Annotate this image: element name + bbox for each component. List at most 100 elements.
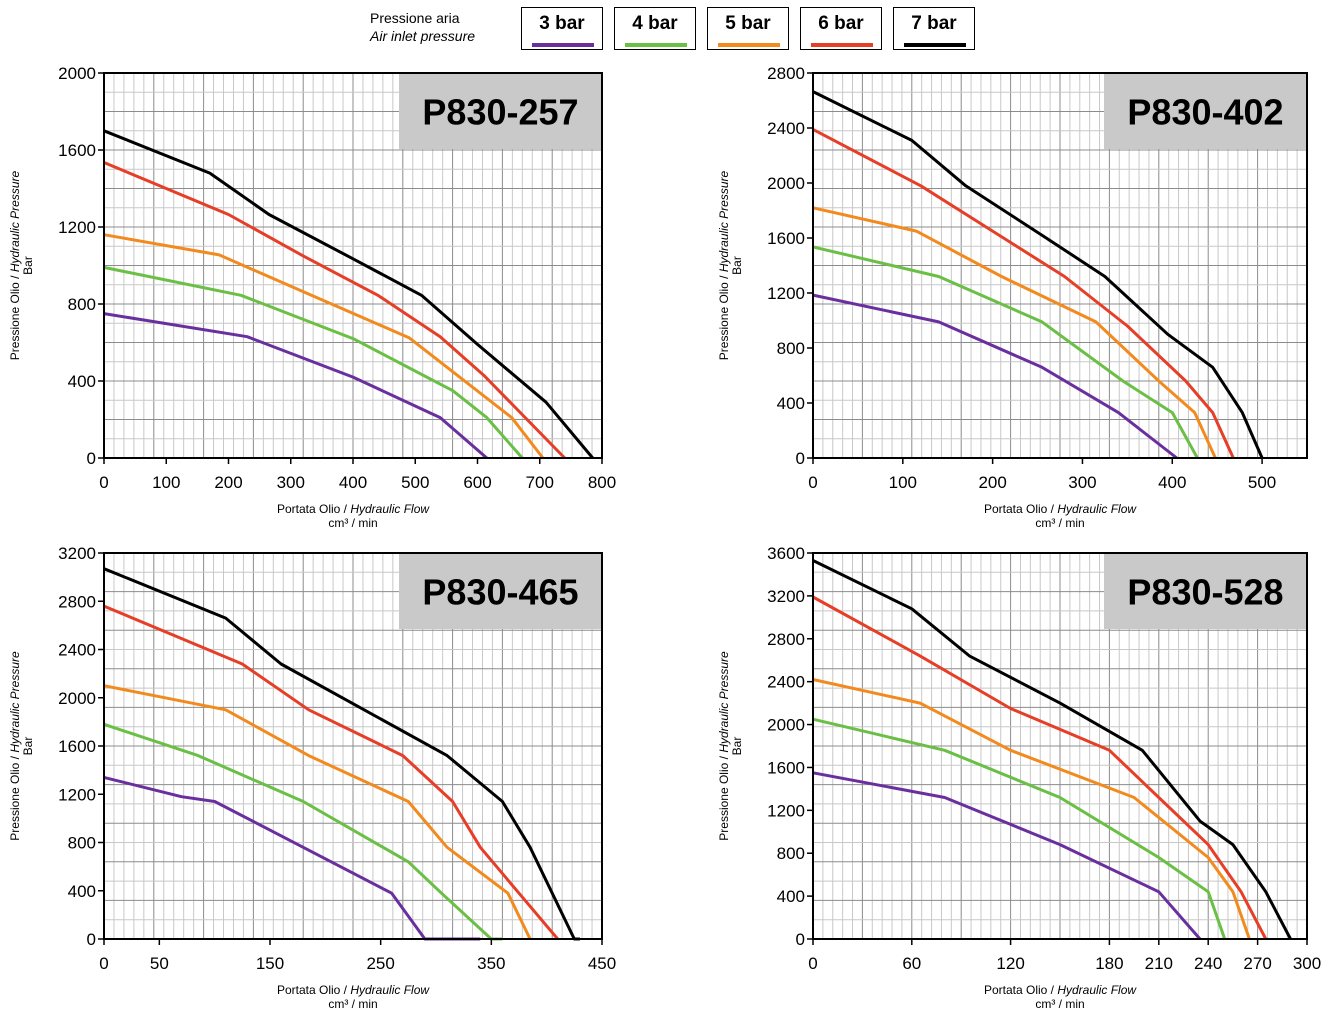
series-line-7-bar (103, 567, 580, 941)
x-tick-label: 200 (214, 473, 242, 492)
legend-title: Pressione aria Air inlet pressure (370, 9, 475, 45)
y-tick-label: 3200 (58, 544, 96, 563)
legend-title-en: Air inlet pressure (370, 28, 476, 44)
y-tick-label: 1600 (767, 229, 805, 248)
y-tick-label: 2000 (767, 716, 805, 735)
chart-title-box (399, 554, 602, 629)
x-axis-label: Portata Olio / Hydraulic Flow (984, 502, 1137, 516)
series-line-3-bar (103, 312, 488, 460)
series-line-5-bar (812, 678, 1251, 940)
legend-item-5-bar: 5 bar (707, 7, 789, 50)
legend-swatch (625, 43, 687, 47)
x-tick-label: 200 (978, 473, 1006, 492)
y-axis-label-en: Hydraulic Pressure (717, 651, 731, 753)
legend-title-it: Pressione aria (370, 10, 460, 26)
x-axis-unit: cm³ / min (1035, 997, 1084, 1011)
x-axis-label-it: Portata Olio / (277, 502, 350, 516)
x-axis-label-en: Hydraulic Flow (350, 502, 430, 516)
x-tick-label: 120 (996, 954, 1024, 973)
legend-item-4-bar: 4 bar (614, 7, 696, 50)
x-axis-label-it: Portata Olio / (277, 983, 350, 997)
gridlines (813, 553, 1307, 939)
y-tick-label: 0 (87, 449, 96, 468)
chart-title: P830-465 (422, 572, 578, 613)
y-tick-label: 1600 (58, 141, 96, 160)
series-line-3-bar (812, 771, 1202, 940)
legend-label: 7 bar (911, 13, 957, 34)
legend-item-7-bar: 7 bar (893, 7, 975, 50)
x-tick-label: 100 (152, 473, 180, 492)
x-axis-unit: cm³ / min (328, 997, 377, 1011)
x-tick-label: 500 (1248, 473, 1276, 492)
series-line-6-bar (103, 604, 559, 940)
chart-title-box (399, 74, 602, 149)
y-axis-unit: Bar (730, 737, 744, 756)
x-tick-label: 0 (99, 954, 108, 973)
x-axis-unit: cm³ / min (1035, 516, 1084, 530)
legend-label: 4 bar (632, 13, 678, 34)
x-tick-label: 210 (1145, 954, 1173, 973)
x-axis-unit: cm³ / min (328, 516, 377, 530)
series-line-4-bar (812, 717, 1227, 940)
series-line-6-bar (812, 128, 1235, 459)
plot-frame (812, 72, 1308, 459)
x-axis-label-it: Portata Olio / (984, 502, 1057, 516)
chart-title-box (1104, 554, 1307, 629)
x-tick-label: 60 (902, 954, 921, 973)
series-line-5-bar (103, 684, 532, 940)
x-tick-label: 450 (588, 954, 616, 973)
x-tick-label: 300 (277, 473, 305, 492)
gridlines (104, 73, 602, 458)
legend-swatch (811, 43, 873, 47)
legend-label: 5 bar (725, 13, 771, 34)
chart-title: P830-402 (1127, 92, 1283, 133)
y-tick-label: 3600 (767, 544, 805, 563)
y-axis-label-en: Hydraulic Pressure (717, 170, 731, 272)
legend-swatch (718, 43, 780, 47)
series-line-7-bar (103, 129, 594, 459)
x-tick-label: 270 (1243, 954, 1271, 973)
series-line-6-bar (103, 161, 566, 460)
y-tick-label: 1200 (58, 785, 96, 804)
x-tick-label: 600 (463, 473, 491, 492)
legend-swatch (532, 43, 594, 47)
y-tick-label: 0 (796, 449, 805, 468)
legend-item-3-bar: 3 bar (521, 7, 603, 50)
y-axis-label-en: Hydraulic Pressure (8, 170, 22, 272)
y-tick-label: 1200 (58, 218, 96, 237)
x-tick-label: 50 (150, 954, 169, 973)
y-axis-label: Pressione Olio / Hydraulic Pressure (8, 651, 22, 841)
y-tick-label: 1200 (767, 801, 805, 820)
series-line-5-bar (812, 206, 1217, 459)
y-tick-label: 400 (777, 887, 805, 906)
x-tick-label: 250 (366, 954, 394, 973)
legend-label: 3 bar (539, 13, 585, 34)
series-line-7-bar (812, 90, 1264, 459)
legend-swatch (904, 43, 966, 47)
x-tick-label: 400 (339, 473, 367, 492)
series-line-7-bar (812, 559, 1292, 940)
x-axis-label: Portata Olio / Hydraulic Flow (277, 983, 430, 997)
chart-title-box (1104, 74, 1307, 149)
plot-frame (812, 552, 1308, 940)
series-line-3-bar (812, 293, 1178, 460)
x-tick-label: 800 (588, 473, 616, 492)
y-tick-label: 2400 (767, 119, 805, 138)
y-tick-label: 800 (777, 339, 805, 358)
series-line-4-bar (103, 265, 524, 459)
y-tick-label: 0 (796, 930, 805, 949)
x-tick-label: 0 (808, 954, 817, 973)
y-axis-label: Pressione Olio / Hydraulic Pressure (8, 170, 22, 360)
y-tick-label: 2800 (767, 64, 805, 83)
legend: Pressione aria Air inlet pressure 3 bar … (0, 0, 1327, 60)
y-tick-label: 800 (68, 295, 96, 314)
y-axis-label: Pressione Olio / Hydraulic Pressure (717, 170, 731, 360)
y-axis-label-it: Pressione Olio / (8, 753, 22, 841)
x-tick-label: 0 (99, 473, 108, 492)
y-tick-label: 800 (777, 844, 805, 863)
series-line-5-bar (103, 233, 545, 459)
